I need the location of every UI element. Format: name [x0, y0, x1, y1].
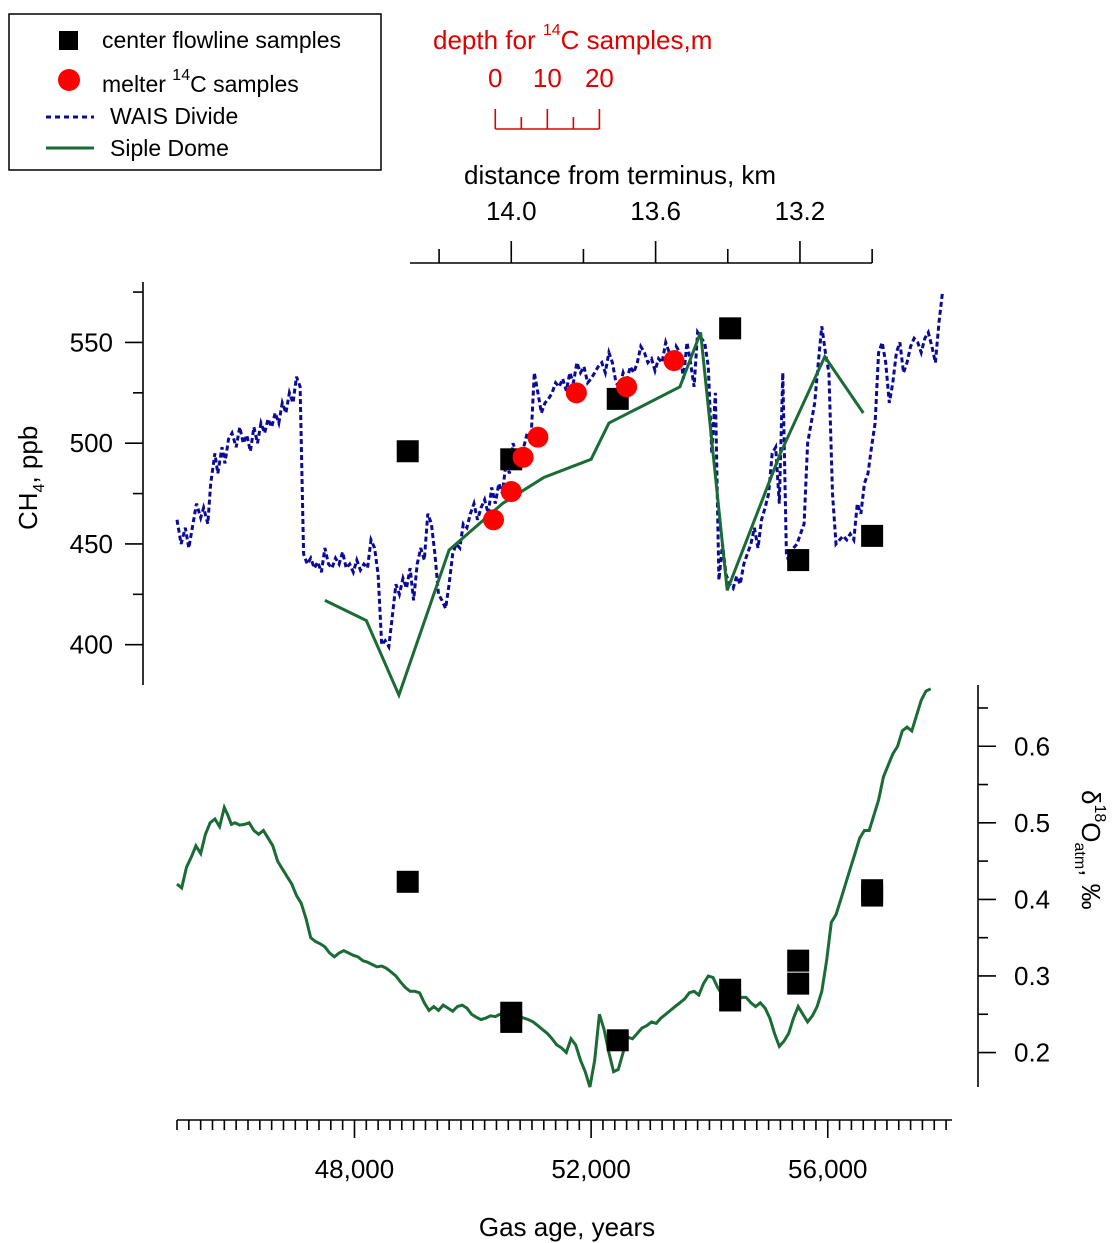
ch4-tick-label: 400: [70, 630, 113, 660]
melter-ch4-point: [500, 481, 522, 503]
flowline-d18o-point: [787, 949, 810, 972]
melter-ch4-point: [512, 446, 534, 468]
ch4-tick-label: 550: [70, 327, 113, 357]
siple-d18o-line: [176, 687, 932, 1088]
depth-tick-label: 20: [585, 63, 614, 93]
flowline-ch4-point: [719, 317, 742, 340]
distance-axis: 14.0 13.6 13.2: [410, 196, 873, 264]
d18o-tick-label: 0.3: [1014, 961, 1050, 991]
legend-label-siple: Siple Dome: [110, 135, 229, 161]
flowline-d18o-point: [606, 1029, 629, 1052]
d18o-tick-label: 0.2: [1014, 1038, 1050, 1068]
ch4-axis-label: CH4, ppb: [13, 426, 48, 530]
flowline-ch4-point: [861, 524, 884, 547]
legend-label-wais: WAIS Divide: [110, 103, 238, 129]
flowline-d18o-point: [787, 972, 810, 995]
legend-label-melter: melter 14C samples: [102, 67, 299, 97]
melter-ch4-point: [663, 350, 685, 372]
depth-axis-title: depth for 14C samples,m: [433, 22, 712, 55]
flowline-d18o-point: [861, 884, 884, 907]
legend-label-flowline: center flowline samples: [102, 27, 341, 53]
d18o-tick-label: 0.6: [1014, 731, 1050, 761]
ch4-tick-label: 450: [70, 529, 113, 559]
depth-axis: 0 10 20: [488, 63, 614, 130]
depth-tick-label: 0: [488, 63, 502, 93]
d18o-axis: 0.2 0.3 0.4 0.5 0.6: [977, 685, 1050, 1087]
flowline-ch4-point: [396, 440, 419, 463]
distance-tick-label: 13.2: [775, 196, 826, 226]
melter-ch4-point: [527, 426, 549, 448]
x-axis: 48,000 52,000 56,000: [176, 1119, 952, 1184]
x-axis-label: Gas age, years: [479, 1212, 655, 1242]
x-tick-label: 52,000: [551, 1154, 631, 1184]
d18o-tick-label: 0.5: [1014, 808, 1050, 838]
ch4-tick-label: 500: [70, 428, 113, 458]
flowline-d18o-point: [500, 1010, 523, 1033]
legend-marker-flowline: [59, 31, 78, 50]
distance-tick-label: 13.6: [630, 196, 681, 226]
depth-tick-label: 10: [533, 63, 562, 93]
melter-ch4-point: [565, 382, 587, 404]
melter-ch4-point: [616, 376, 638, 398]
x-tick-label: 48,000: [315, 1154, 395, 1184]
flowline-d18o-point: [396, 870, 419, 893]
ch4-plot: [175, 291, 944, 700]
legend: center flowline samples melter 14C sampl…: [8, 13, 382, 171]
d18o-plot: [176, 687, 932, 1088]
distance-tick-label: 14.0: [486, 196, 537, 226]
siple-ch4-line: [324, 331, 865, 700]
flowline-ch4-point: [787, 549, 810, 572]
d18o-tick-label: 0.4: [1014, 884, 1050, 914]
flowline-d18o-point: [719, 989, 742, 1012]
ch4-axis: 400 450 500 550: [70, 282, 144, 685]
d18o-axis-label: δ18Oatm, ‰: [1071, 790, 1108, 910]
x-tick-label: 56,000: [788, 1154, 868, 1184]
wais-ch4-line: [175, 291, 944, 652]
melter-ch4-point: [483, 509, 505, 531]
distance-axis-title: distance from terminus, km: [464, 160, 776, 190]
legend-marker-melter: [58, 69, 80, 91]
